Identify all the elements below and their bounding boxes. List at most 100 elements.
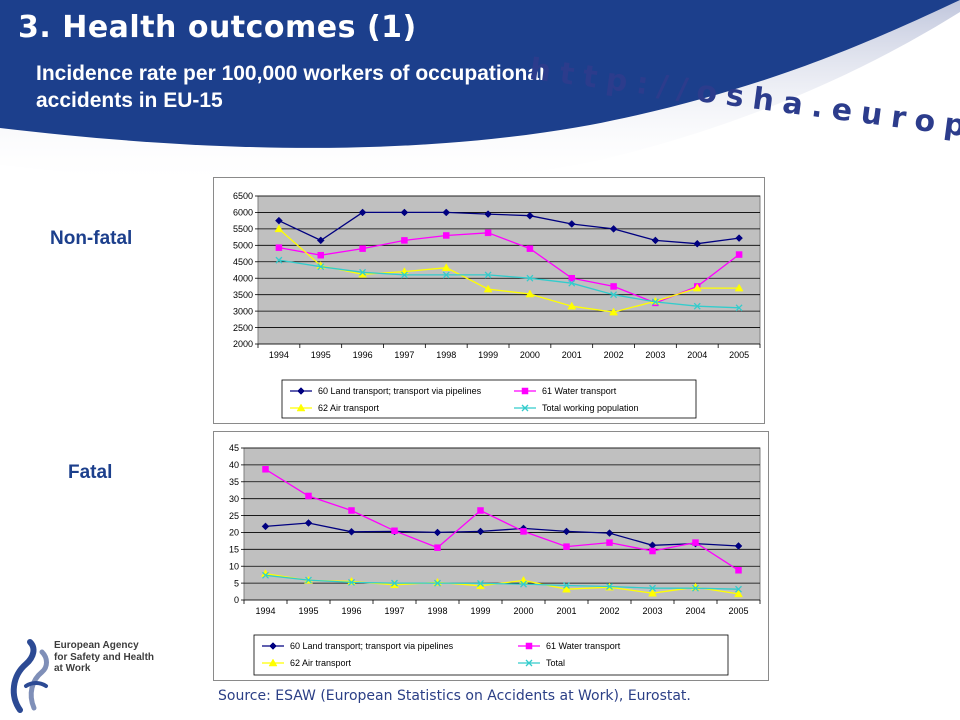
y-tick-label: 15 xyxy=(229,545,239,555)
x-tick-label: 1996 xyxy=(353,350,373,360)
y-tick-label: 2000 xyxy=(233,339,253,349)
data-point xyxy=(261,522,270,531)
data-point xyxy=(562,584,571,593)
data-point xyxy=(648,588,657,597)
data-point xyxy=(734,589,743,598)
data-point xyxy=(568,279,576,287)
data-point xyxy=(606,583,613,590)
x-tick-label: 2003 xyxy=(645,350,665,360)
data-point xyxy=(735,567,742,574)
agency-name-line: European Agency xyxy=(54,640,139,651)
x-tick-label: 2004 xyxy=(687,350,707,360)
series-line xyxy=(265,522,739,547)
data-point xyxy=(562,527,571,536)
fatal-chart-panel: 0 5 10 15 20 25 30 35 40 45 1994 1995 1996 1997 1998 19… xyxy=(213,431,769,681)
y-tick-label: 40 xyxy=(229,460,239,470)
series-line xyxy=(278,211,740,245)
data-point xyxy=(567,220,576,228)
data-point xyxy=(347,527,356,536)
data-point xyxy=(734,542,743,550)
data-point xyxy=(649,584,656,592)
legend-marker xyxy=(525,642,533,650)
y-tick-label: 3000 xyxy=(233,306,253,316)
x-tick-label: 1995 xyxy=(311,350,331,360)
x-tick-label: 2002 xyxy=(599,606,619,616)
series-line xyxy=(265,468,739,571)
x-tick-label: 1999 xyxy=(478,350,498,360)
data-point xyxy=(442,271,450,279)
data-point xyxy=(348,507,355,514)
data-point xyxy=(610,283,617,290)
data-point xyxy=(441,263,451,271)
data-point xyxy=(275,216,283,225)
fatal-chart: 0 5 10 15 20 25 30 35 40 45 1994 1995 1996 1997 1998 19… xyxy=(229,443,761,676)
data-point xyxy=(520,528,527,535)
x-tick-label: 2001 xyxy=(556,606,576,616)
x-tick-label: 2002 xyxy=(604,350,624,360)
data-point xyxy=(484,210,492,218)
legend-label: 61 Water transport xyxy=(546,641,621,651)
data-point xyxy=(274,224,284,233)
data-point xyxy=(483,284,493,293)
data-point xyxy=(735,234,743,242)
series-line xyxy=(278,228,740,313)
agency-name-line: for Safety and Health xyxy=(54,651,155,663)
data-point xyxy=(651,236,660,245)
series-line xyxy=(278,259,740,309)
legend-label: 62 Air transport xyxy=(318,403,380,413)
slide-subtitle: Incidence rate per 100,000 workers of oc… xyxy=(36,62,545,112)
nonfatal-chart: 2000 2500 3000 3500 4000 4500 5000 5500 6000 6500… xyxy=(233,191,761,419)
data-point xyxy=(305,576,312,584)
legend-marker xyxy=(296,403,306,412)
plot-area xyxy=(257,195,761,345)
agency-name: European Agency for Safety and Health at… xyxy=(54,640,154,675)
data-point xyxy=(275,244,283,251)
legend-label: 60 Land transport; transport via pipelin… xyxy=(290,641,454,651)
y-tick-label: 25 xyxy=(229,511,239,521)
x-tick-label: 2003 xyxy=(642,606,662,616)
data-point xyxy=(262,466,269,473)
data-point xyxy=(692,283,702,292)
x-tick-label: 1996 xyxy=(341,606,361,616)
legend-marker xyxy=(521,387,529,395)
legend-label: Total xyxy=(546,658,565,668)
data-point xyxy=(606,539,613,546)
data-point xyxy=(442,208,451,217)
data-point xyxy=(433,528,442,537)
data-point xyxy=(434,579,441,587)
series-line xyxy=(265,574,739,590)
x-tick-label: 2000 xyxy=(520,350,540,360)
data-point xyxy=(520,580,527,588)
x-tick-label: 1995 xyxy=(298,606,318,616)
x-tick-label: 1997 xyxy=(384,606,404,616)
data-point xyxy=(401,237,408,244)
data-point xyxy=(525,289,535,298)
data-point xyxy=(317,263,325,271)
data-point xyxy=(649,547,656,555)
x-tick-label: 1994 xyxy=(255,606,275,616)
x-tick-label: 2005 xyxy=(728,606,748,616)
fatal-label: Fatal xyxy=(68,462,113,483)
data-point xyxy=(609,225,618,233)
y-tick-label: 5 xyxy=(234,578,239,588)
series-x xyxy=(275,256,743,312)
y-tick-label: 2500 xyxy=(233,323,253,333)
agency-logo-icon xyxy=(10,639,49,713)
y-tick-label: 0 xyxy=(234,595,239,605)
y-tick-label: 30 xyxy=(229,494,239,504)
legend-box xyxy=(253,634,729,676)
slide-title: 3. Health outcomes (1) xyxy=(18,10,417,45)
data-point xyxy=(477,579,484,587)
y-tick-label: 3500 xyxy=(233,290,253,300)
data-point xyxy=(568,274,575,282)
header-banner xyxy=(0,0,960,187)
y-tick-label: 20 xyxy=(229,528,239,538)
data-point xyxy=(358,208,367,217)
data-point xyxy=(526,274,534,282)
data-point xyxy=(304,519,313,527)
y-tick-label: 45 xyxy=(229,443,239,453)
data-point xyxy=(359,268,367,276)
data-point xyxy=(391,527,398,535)
data-point xyxy=(651,298,659,306)
x-tick-label: 1999 xyxy=(470,606,490,616)
